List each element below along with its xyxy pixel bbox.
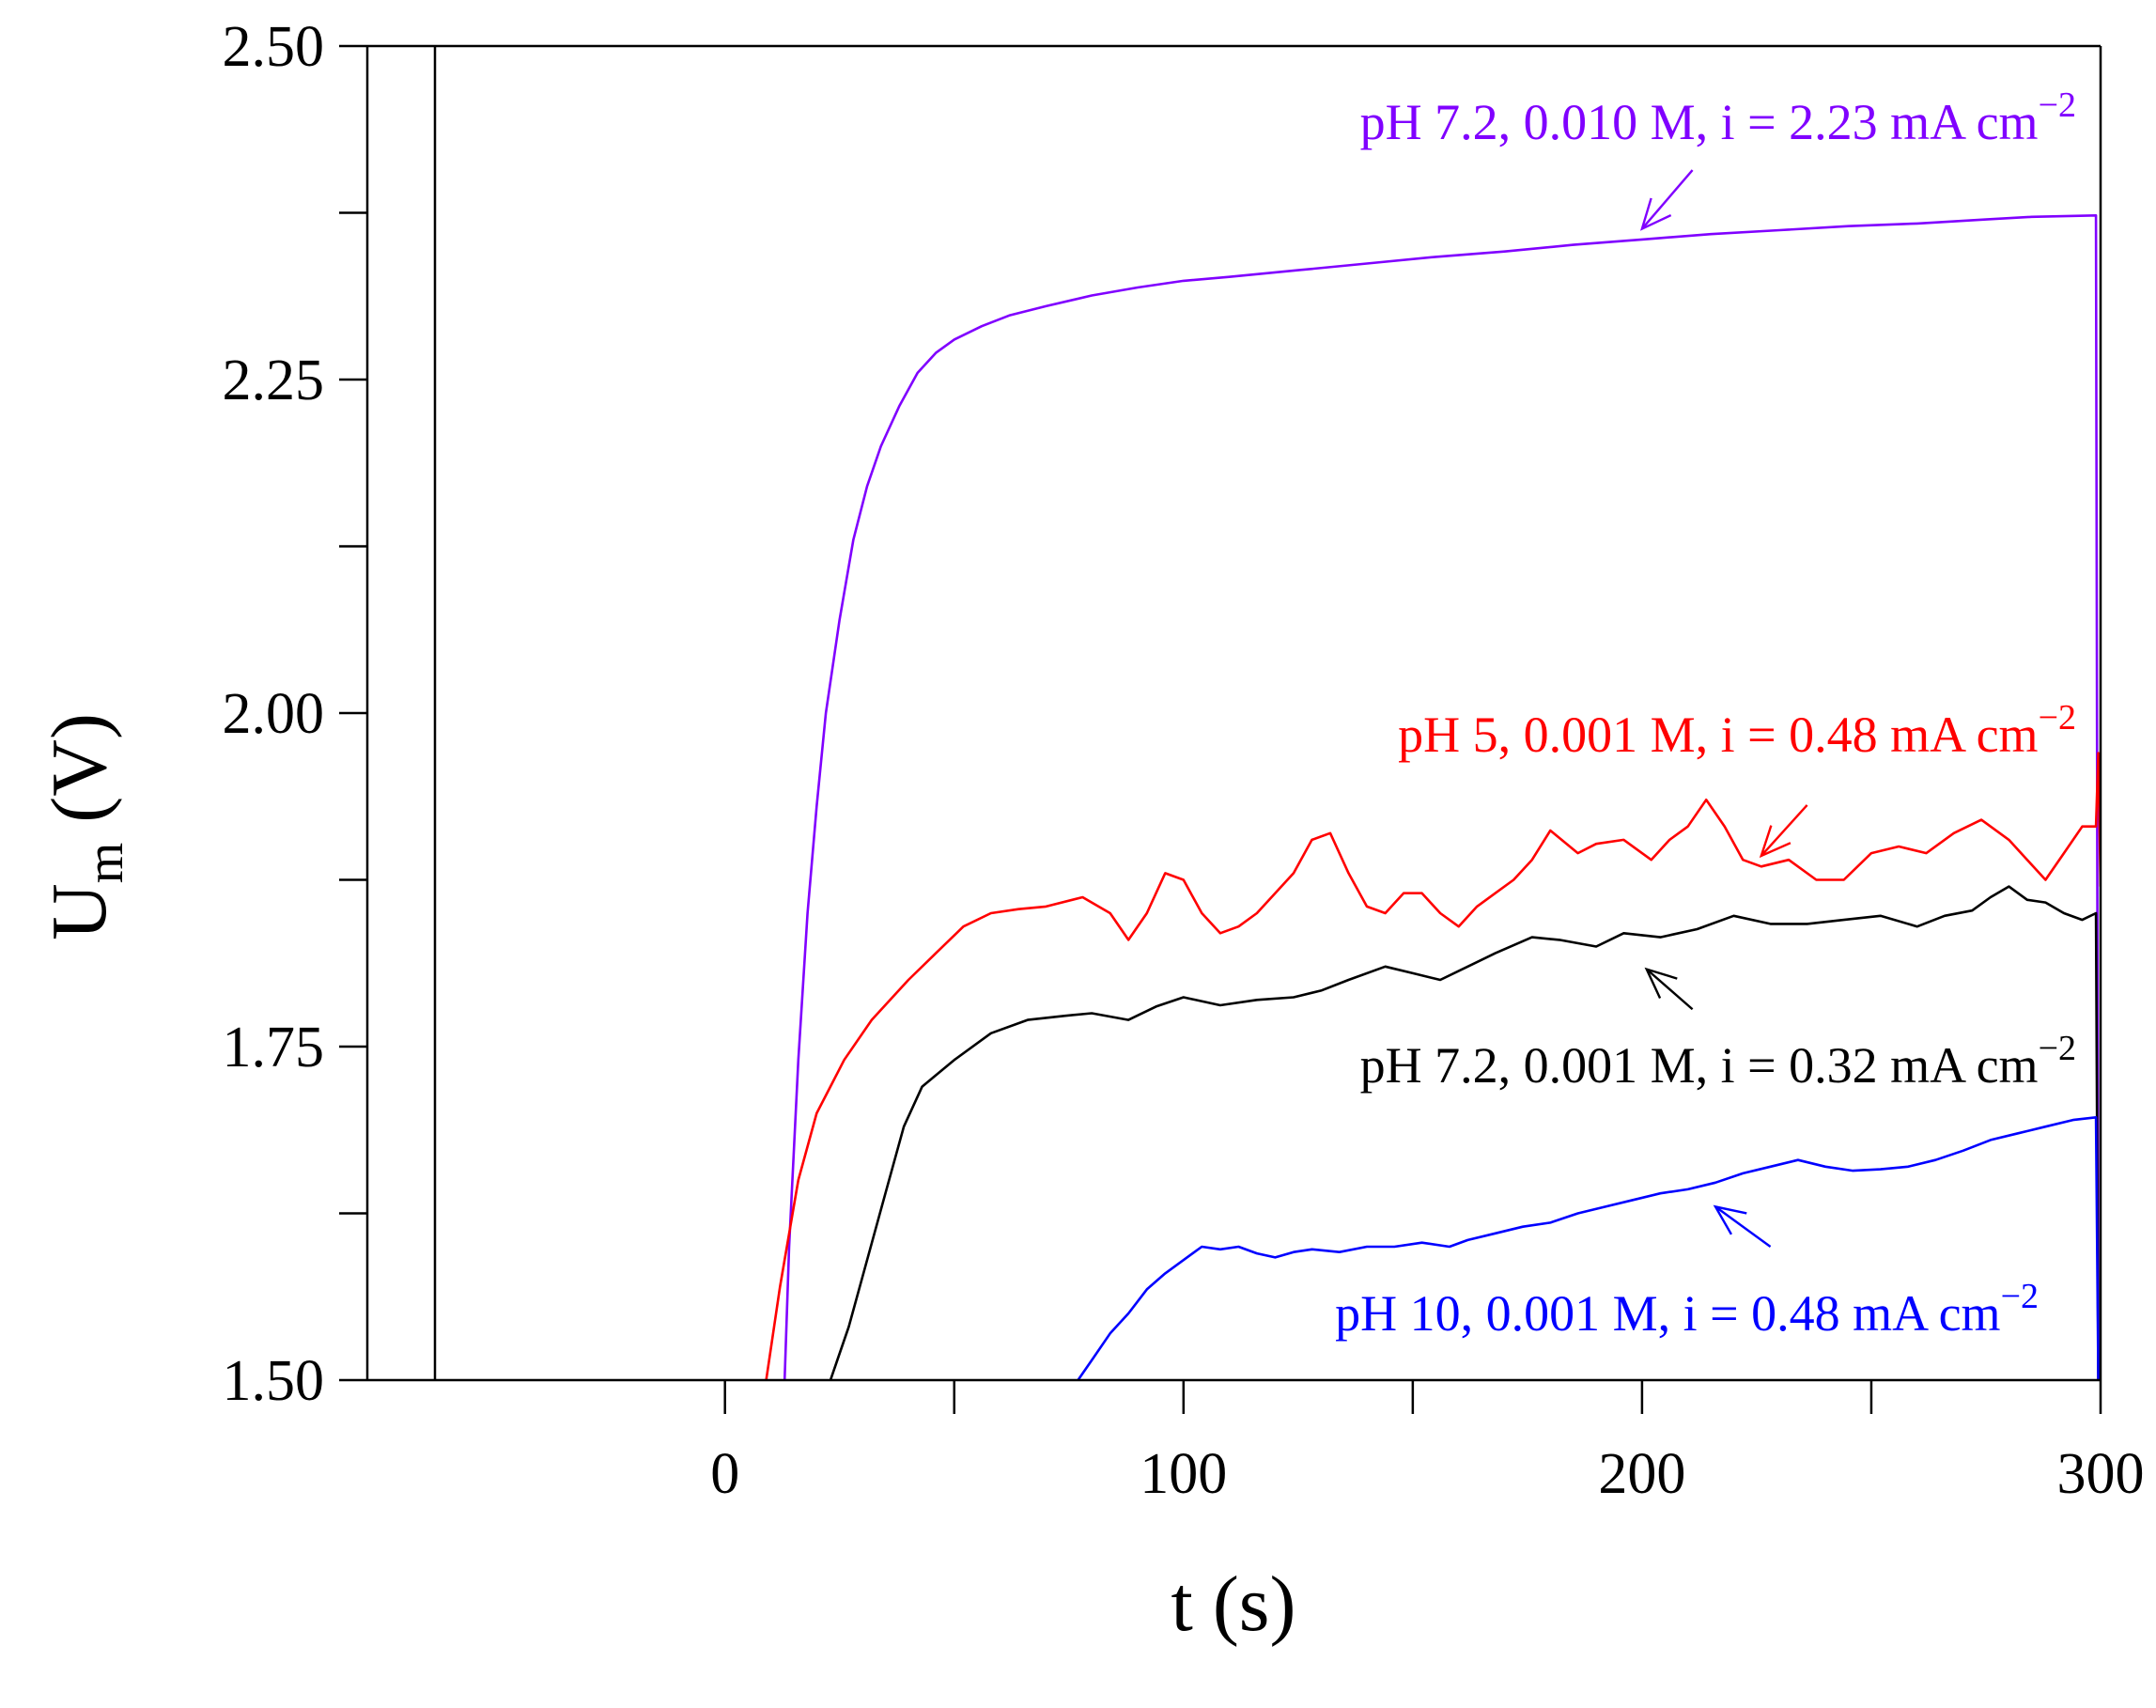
annotation-layer: pH 7.2, 0.010 M, i = 2.23 mA cm−2pH 5, 0… [1335, 85, 2076, 1342]
series-ph10-0001m-label: pH 10, 0.001 M, i = 0.48 mA cm−2 [1335, 1277, 2039, 1342]
arrow-head [1639, 197, 1672, 231]
x-tick-label: 200 [1598, 1442, 1685, 1506]
arrow-head [1644, 967, 1678, 1000]
arrow-shaft [1640, 169, 1694, 230]
annotation-superscript: −2 [2001, 1277, 2039, 1316]
series-ph72-0010m-arrow [1639, 169, 1694, 231]
y-tick-label: 1.50 [223, 1349, 325, 1413]
series-ph72-0010m-line [783, 214, 2100, 1380]
arrow-shaft [1645, 968, 1694, 1011]
series-layer [765, 214, 2101, 1380]
series-ph10-0001m-arrow [1713, 1204, 1772, 1248]
y-axis-title-subscript: m [76, 843, 134, 884]
arrow-head [1759, 825, 1791, 859]
y-ticks: 1.50 1.75 2.00 2.25 2.50 [223, 15, 367, 1413]
arrow-shaft [1714, 1205, 1772, 1248]
series-ph5-0001m-arrow [1759, 804, 1808, 859]
annotation-superscript: −2 [2039, 698, 2076, 738]
series-ph5-0001m-label: pH 5, 0.001 M, i = 0.48 mA cm−2 [1398, 698, 2076, 763]
y-axis-title: Um (V) [36, 713, 134, 940]
annotation-text: pH 5, 0.001 M, i = 0.48 mA cm [1398, 706, 2038, 763]
x-axis-title: t (s) [1171, 1560, 1296, 1648]
series-ph72-0010m-label: pH 7.2, 0.010 M, i = 2.23 mA cm−2 [1360, 85, 2076, 150]
series-ph10-0001m-line [1077, 1116, 2100, 1380]
annotation-superscript: −2 [2039, 1029, 2076, 1068]
annotation-superscript: −2 [2039, 85, 2076, 125]
series-ph5-0001m-line [765, 752, 2101, 1380]
series-ph72-0001m-arrow [1644, 967, 1694, 1011]
arrow-shaft [1760, 804, 1808, 857]
y-axis-title-main: U [36, 883, 123, 940]
y-tick-label: 2.25 [223, 349, 325, 412]
y-tick-label: 2.00 [223, 682, 325, 746]
x-tick-label: 300 [2057, 1442, 2145, 1506]
annotation-arrows [1639, 169, 1808, 1248]
x-tick-label: 0 [710, 1442, 739, 1506]
y-tick-label: 2.50 [223, 15, 325, 79]
x-ticks: 0 100 200 300 [710, 1380, 2145, 1506]
arrow-head [1713, 1204, 1747, 1235]
series-ph72-0001m-label: pH 7.2, 0.001 M, i = 0.32 mA cm−2 [1360, 1029, 2076, 1094]
y-axis-title-unit: (V) [36, 713, 123, 843]
series-ph72-0001m-line [829, 885, 2100, 1380]
x-tick-label: 100 [1140, 1442, 1227, 1506]
y-tick-label: 1.75 [223, 1016, 325, 1079]
annotation-text: pH 10, 0.001 M, i = 0.48 mA cm [1335, 1285, 2000, 1342]
annotation-text: pH 7.2, 0.001 M, i = 0.32 mA cm [1360, 1037, 2039, 1094]
annotation-text: pH 7.2, 0.010 M, i = 2.23 mA cm [1360, 94, 2039, 150]
